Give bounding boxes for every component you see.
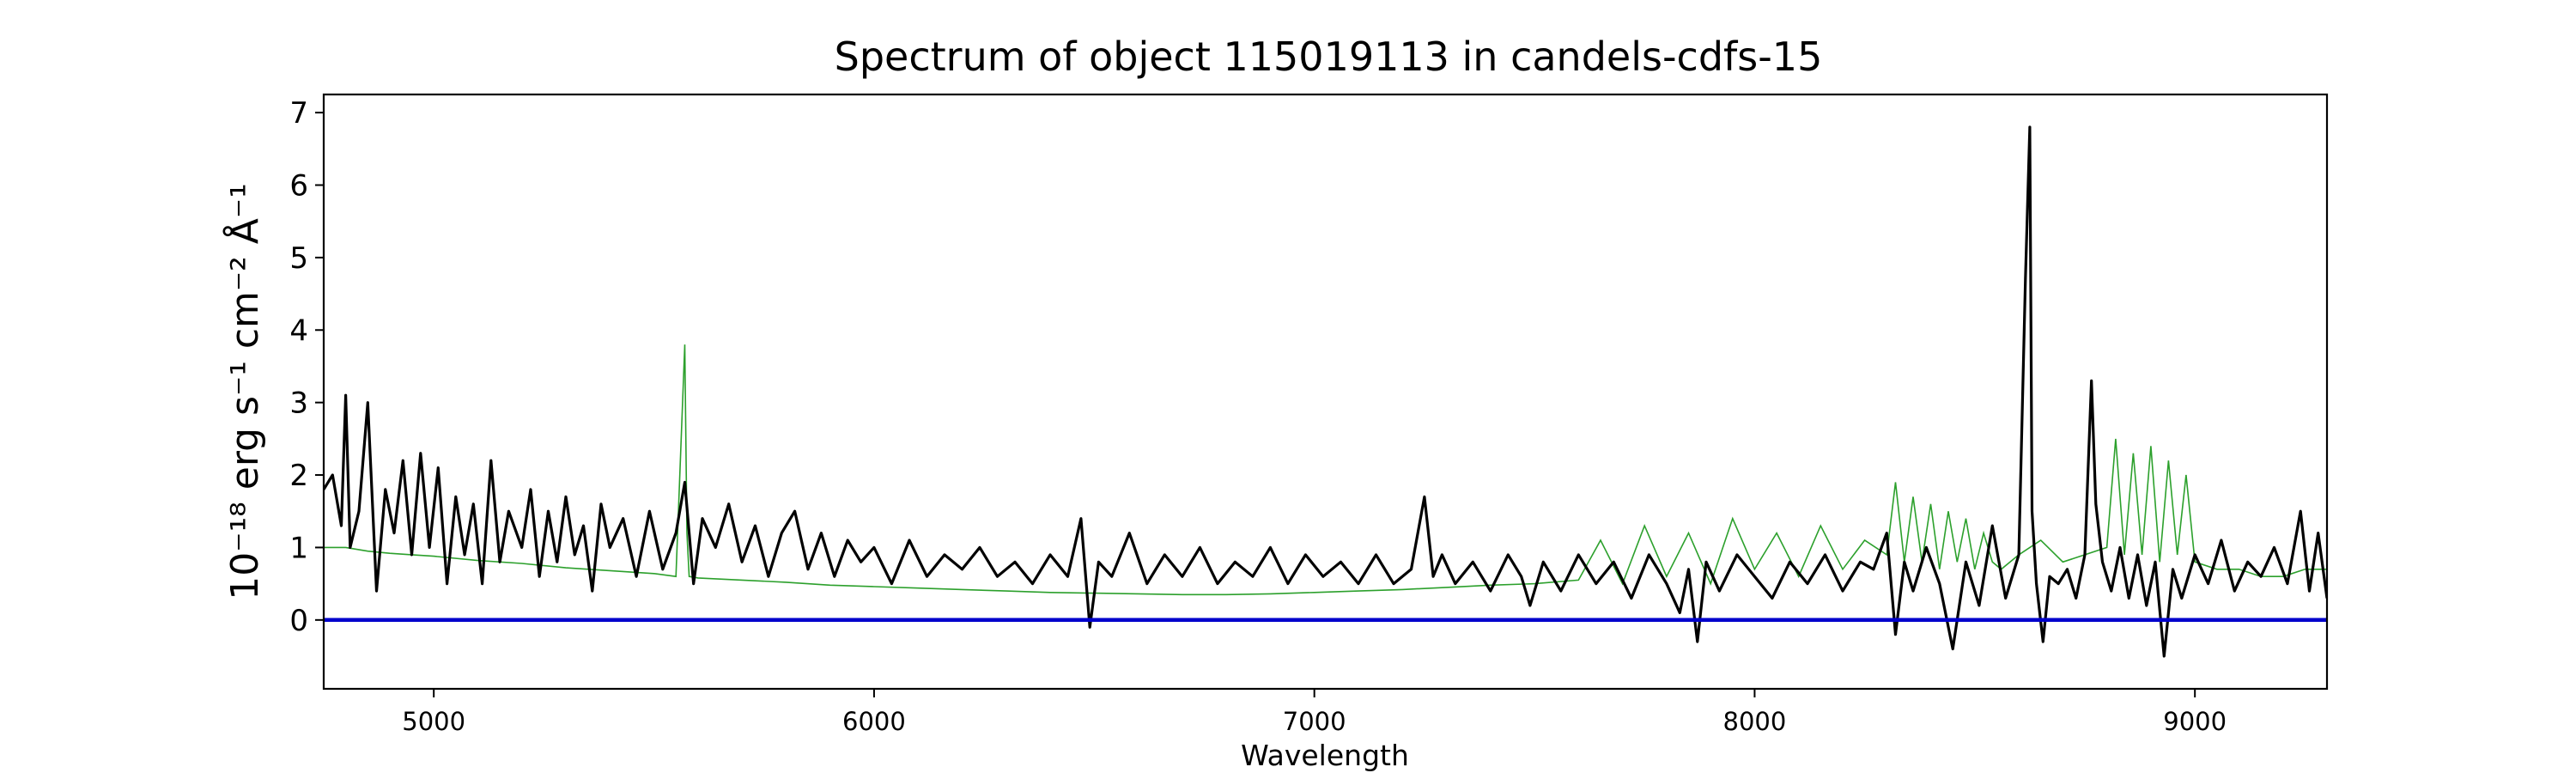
y-tick-label: 6 bbox=[289, 168, 308, 203]
y-tick-label: 4 bbox=[289, 313, 308, 348]
y-axis-label: 10⁻¹⁸ erg s⁻¹ cm⁻² Å⁻¹ bbox=[222, 183, 267, 600]
y-tick-label: 7 bbox=[289, 96, 308, 131]
observed-spectrum-line bbox=[324, 125, 2327, 658]
y-tick-label: 0 bbox=[289, 604, 308, 638]
x-tick-label: 9000 bbox=[2163, 707, 2227, 736]
y-tick-label: 1 bbox=[289, 531, 308, 565]
x-axis-label: Wavelength bbox=[1241, 739, 1409, 772]
x-tick-label: 5000 bbox=[402, 707, 465, 736]
y-tick-label: 5 bbox=[289, 241, 308, 276]
plot-frame bbox=[322, 93, 2329, 691]
x-axis: 5000 6000 7000 8000 9000 bbox=[402, 689, 2227, 736]
model-spectrum-line bbox=[324, 344, 2327, 596]
x-tick-label: 6000 bbox=[842, 707, 906, 736]
y-axis: 0 1 2 3 4 5 6 7 bbox=[289, 96, 324, 638]
y-tick-label: 2 bbox=[289, 459, 308, 493]
x-tick-label: 8000 bbox=[1723, 707, 1787, 736]
chart-title: Spectrum of object 115019113 in candels-… bbox=[835, 33, 1823, 80]
y-tick-label: 3 bbox=[289, 386, 308, 421]
x-tick-label: 7000 bbox=[1283, 707, 1346, 736]
